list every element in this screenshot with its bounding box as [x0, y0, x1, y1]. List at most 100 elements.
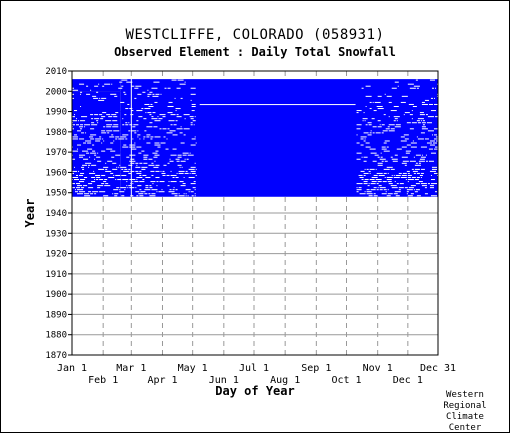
missing-segment — [130, 114, 134, 116]
missing-segment — [72, 124, 76, 126]
missing-segment — [435, 140, 438, 142]
missing-segment — [115, 179, 117, 181]
missing-segment — [377, 164, 383, 166]
missing-segment — [429, 140, 435, 142]
missing-segment — [92, 150, 96, 152]
missing-segment — [112, 193, 114, 195]
missing-segment — [121, 79, 128, 81]
missing-segment — [180, 126, 182, 128]
missing-segment — [391, 187, 398, 189]
missing-segment — [180, 142, 185, 144]
missing-segment — [72, 187, 76, 189]
missing-segment — [175, 110, 177, 112]
missing-segment — [154, 144, 161, 146]
y-tick-label: 1970 — [45, 148, 67, 158]
missing-segment — [431, 134, 433, 136]
missing-segment — [90, 114, 94, 116]
missing-segment — [417, 122, 421, 124]
missing-segment — [149, 185, 152, 187]
missing-segment — [104, 185, 111, 187]
missing-segment — [372, 126, 377, 128]
missing-segment — [128, 185, 132, 187]
missing-segment — [376, 105, 383, 108]
missing-segment — [412, 140, 414, 142]
missing-segment — [426, 122, 432, 124]
missing-segment — [173, 124, 177, 126]
missing-segment — [410, 185, 416, 187]
missing-segment — [373, 187, 377, 189]
missing-segment — [360, 170, 365, 172]
missing-segment — [179, 132, 183, 134]
missing-segment — [411, 168, 414, 170]
missing-segment — [143, 156, 148, 158]
missing-segment — [72, 89, 79, 91]
missing-segment — [99, 179, 104, 181]
credit-line-4: Center — [448, 423, 482, 433]
missing-segment — [97, 122, 99, 124]
missing-segment — [158, 191, 165, 193]
x-tick-label: Apr 1 — [147, 375, 177, 386]
missing-segment — [139, 170, 142, 172]
missing-segment — [180, 160, 186, 162]
missing-segment — [370, 152, 377, 154]
missing-segment — [393, 105, 399, 108]
missing-segment — [409, 87, 416, 89]
missing-segment — [103, 195, 109, 197]
missing-segment — [81, 166, 85, 168]
missing-segment — [434, 191, 437, 193]
missing-segment — [390, 156, 393, 158]
missing-segment — [122, 179, 129, 181]
missing-segment — [413, 189, 415, 191]
missing-segment — [72, 176, 79, 179]
missing-segment — [414, 179, 419, 181]
missing-segment — [426, 142, 432, 144]
missing-segment — [144, 189, 151, 191]
missing-segment — [90, 134, 97, 136]
missing-segment — [176, 87, 181, 89]
missing-segment — [376, 172, 383, 174]
missing-segment — [84, 193, 90, 195]
missing-segment — [149, 122, 153, 124]
x-tick-label: Aug 1 — [270, 375, 300, 386]
missing-segment — [427, 116, 434, 118]
missing-segment — [91, 124, 98, 126]
missing-segment — [388, 101, 392, 103]
missing-segment — [428, 160, 434, 162]
missing-segment — [105, 162, 107, 164]
missing-segment — [86, 152, 90, 154]
missing-segment — [190, 93, 196, 95]
missing-segment — [383, 172, 387, 174]
missing-segment — [172, 176, 175, 179]
missing-segment — [72, 179, 74, 181]
missing-segment — [163, 164, 167, 166]
missing-segment — [156, 191, 158, 193]
missing-segment — [80, 120, 86, 122]
missing-segment — [128, 164, 133, 166]
observed-block-early — [72, 91, 121, 197]
x-axis: Jan 1 Mar 1 May 1 Jul 1 Sep 1 Nov 1 Dec 31 Feb … — [57, 363, 456, 386]
missing-segment — [79, 191, 86, 193]
missing-segment — [135, 166, 141, 168]
missing-segment — [167, 112, 173, 114]
missing-segment — [163, 136, 166, 138]
missing-segment — [94, 118, 100, 120]
missing-segment — [180, 97, 183, 99]
missing-segment — [77, 148, 79, 150]
missing-segment — [98, 99, 105, 101]
missing-segment — [433, 134, 437, 136]
missing-segment — [83, 158, 89, 160]
missing-segment — [168, 101, 173, 103]
missing-segment — [404, 112, 410, 114]
missing-segment — [91, 122, 95, 124]
missing-segment — [404, 164, 407, 166]
missing-segment — [101, 132, 107, 134]
missing-segment — [358, 174, 363, 176]
missing-segment — [151, 162, 154, 164]
missing-segment — [436, 93, 438, 95]
missing-segment — [74, 134, 78, 136]
missing-segment — [194, 162, 196, 164]
missing-segment — [192, 120, 196, 122]
missing-segment — [105, 120, 112, 122]
missing-segment — [155, 176, 160, 179]
missing-segment — [97, 187, 101, 189]
